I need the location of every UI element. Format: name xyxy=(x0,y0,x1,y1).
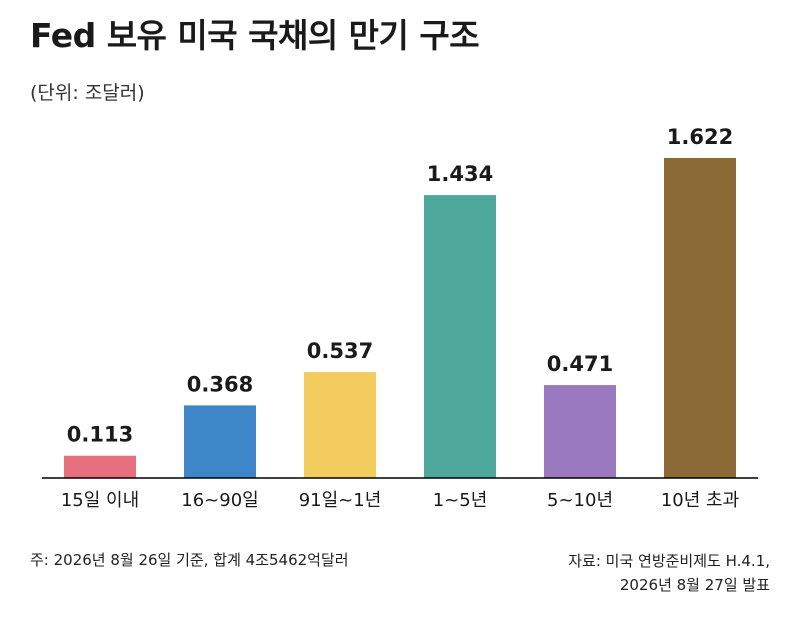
bar-1 xyxy=(64,455,136,478)
bar-3 xyxy=(304,372,376,478)
source-line-2: 2026년 8월 27일 발표 xyxy=(619,576,770,594)
bar-2 xyxy=(184,405,256,478)
bar-chart: 0.113 0.368 0.537 1.434 0.471 1.622 15일 이내 16~… xyxy=(42,125,758,511)
chart-title: Fed 보유 미국 국채의 만기 구조 xyxy=(30,16,480,55)
value-label-1: 0.113 xyxy=(67,423,133,447)
value-label-3: 0.537 xyxy=(307,339,373,363)
bar-6 xyxy=(664,158,736,478)
category-label-2: 16~90일 xyxy=(181,490,258,511)
category-label-5: 5~10년 xyxy=(547,490,613,511)
unit-label: (단위: 조달러) xyxy=(30,82,145,104)
value-labels-group: 0.113 0.368 0.537 1.434 0.471 1.622 xyxy=(67,125,733,447)
bar-5 xyxy=(544,385,616,478)
category-label-1: 15일 이내 xyxy=(61,490,139,511)
category-label-6: 10년 초과 xyxy=(661,490,739,511)
value-label-5: 0.471 xyxy=(547,352,613,376)
category-labels-group: 15일 이내 16~90일 91일~1년 1~5년 5~10년 10년 초과 xyxy=(61,490,739,511)
value-label-4: 1.434 xyxy=(427,162,493,186)
category-label-4: 1~5년 xyxy=(433,490,488,511)
footnote: 주: 2026년 8월 26일 기준, 합계 4조5462억달러 xyxy=(30,551,349,569)
value-label-6: 1.622 xyxy=(667,125,733,149)
category-label-3: 91일~1년 xyxy=(299,490,382,511)
value-label-2: 0.368 xyxy=(187,372,253,396)
bars-group xyxy=(64,158,736,478)
source-line-1: 자료: 미국 연방준비제도 H.4.1, xyxy=(568,552,770,570)
source-note: 자료: 미국 연방준비제도 H.4.1, 2026년 8월 27일 발표 xyxy=(568,549,770,597)
bar-4 xyxy=(424,195,496,478)
